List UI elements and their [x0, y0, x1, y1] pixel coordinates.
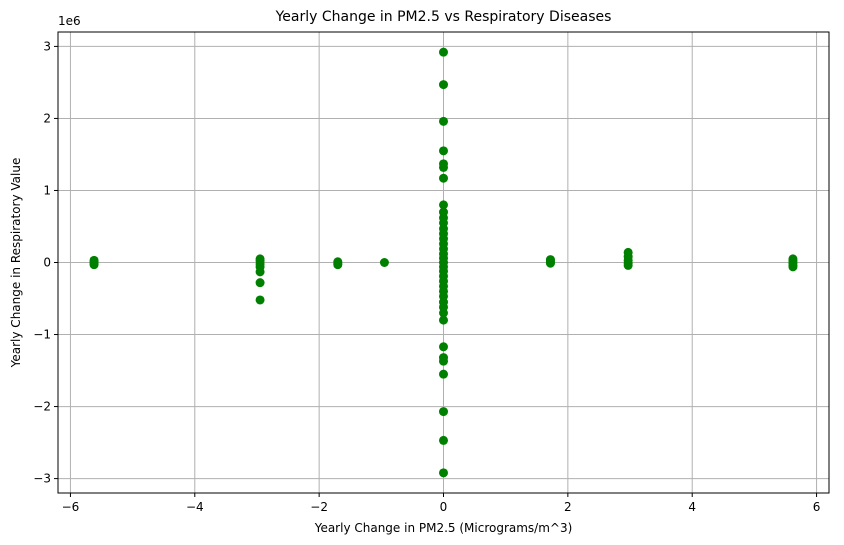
scatter-point [439, 308, 448, 318]
scatter-point [439, 435, 448, 445]
y-tick-label: 1 [43, 183, 51, 197]
scatter-point [255, 278, 265, 288]
scatter-point [623, 260, 633, 270]
scatter-point [439, 146, 448, 156]
y-tick-label: −1 [33, 328, 51, 342]
scatter-point [333, 260, 343, 270]
x-tick-label: 6 [813, 500, 821, 514]
scatter-point [255, 295, 265, 305]
scatter-point [89, 260, 99, 270]
scatter-point [439, 80, 448, 90]
scatter-point [788, 262, 798, 272]
scatter-point [439, 407, 448, 417]
scatter-point [439, 342, 448, 352]
scatter-point [439, 369, 448, 379]
y-axis-label: Yearly Change in Respiratory Value [9, 158, 23, 369]
scatter-point [255, 267, 265, 277]
x-tick-label: 2 [564, 500, 572, 514]
x-tick-label: −2 [310, 500, 328, 514]
scatter-point [439, 47, 448, 57]
scatter-point [439, 173, 448, 183]
scatter-point [545, 258, 555, 268]
axis-ticks: −6 −4 −2 0 2 4 6 −3 −2 −1 0 1 2 3 [33, 39, 820, 514]
scatter-point [439, 315, 448, 325]
x-tick-label: −4 [186, 500, 204, 514]
y-tick-label: −2 [33, 400, 51, 414]
y-tick-label: 2 [43, 111, 51, 125]
x-tick-label: −6 [62, 500, 80, 514]
x-axis-label: Yearly Change in PM2.5 (Micrograms/m^3) [314, 521, 573, 535]
scatter-point [439, 200, 448, 210]
chart-title: Yearly Change in PM2.5 vs Respiratory Di… [275, 9, 612, 25]
y-tick-label: 3 [43, 39, 51, 53]
x-tick-label: 0 [440, 500, 448, 514]
data-points [89, 47, 798, 478]
scatter-point [439, 116, 448, 126]
y-tick-label: −3 [33, 472, 51, 486]
y-tick-label: 0 [43, 256, 51, 270]
y-axis-offset-label: 1e6 [58, 14, 81, 28]
x-tick-label: 4 [688, 500, 696, 514]
scatter-point [379, 258, 389, 267]
scatter-point [439, 468, 448, 478]
scatter-point [439, 356, 448, 366]
scatter-point [439, 162, 448, 172]
